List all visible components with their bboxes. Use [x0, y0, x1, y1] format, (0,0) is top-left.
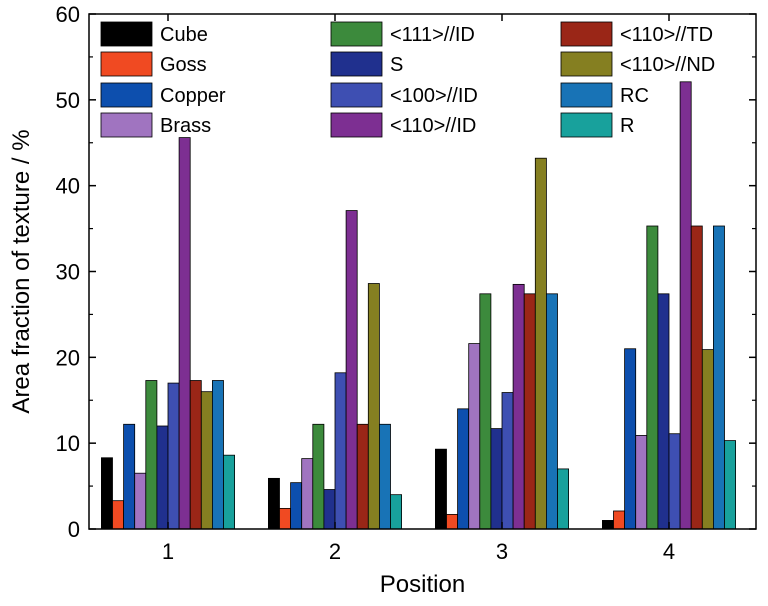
x-tick-label: 4	[663, 539, 675, 564]
y-tick-label: 0	[68, 517, 80, 542]
bar	[156, 425, 169, 530]
bar	[501, 392, 514, 530]
legend-swatch	[330, 82, 383, 108]
bar	[512, 283, 525, 530]
legend-label: Copper	[160, 85, 226, 107]
legend-label: <100>//ID	[390, 85, 478, 107]
bar	[690, 225, 703, 530]
bar	[446, 514, 459, 530]
legend-swatch	[330, 21, 383, 47]
legend-swatch	[560, 112, 613, 138]
legend-swatch	[100, 82, 153, 108]
x-tick-label: 2	[329, 539, 341, 564]
bar	[434, 448, 447, 530]
bar	[468, 343, 481, 530]
bar	[345, 210, 358, 530]
bar	[178, 137, 191, 530]
x-axis: 1 2 3 4	[162, 14, 675, 564]
legend-label: Brass	[160, 115, 211, 137]
legend-swatch	[560, 21, 613, 47]
bar	[334, 372, 347, 530]
legend-label: Goss	[160, 54, 207, 76]
y-tick-label: 40	[56, 174, 80, 199]
bar	[679, 81, 692, 530]
bar	[635, 435, 648, 530]
legend-swatch	[560, 82, 613, 108]
x-axis-title: Position	[380, 571, 465, 598]
bar	[668, 433, 681, 530]
x-tick-label: 3	[496, 539, 508, 564]
bar	[602, 520, 614, 530]
legend-swatch	[100, 112, 153, 138]
bar	[134, 472, 147, 530]
y-tick-label: 30	[56, 260, 80, 285]
x-tick-label: 1	[162, 539, 174, 564]
bar	[546, 293, 558, 530]
bar	[523, 293, 536, 530]
bar	[112, 500, 125, 530]
legend-label: <110>//ID	[390, 115, 476, 137]
bar	[145, 380, 158, 530]
bar	[323, 489, 336, 530]
legend-swatch	[100, 51, 153, 77]
bar	[534, 157, 547, 530]
bar	[189, 380, 202, 530]
bar	[312, 423, 325, 530]
bar	[223, 454, 236, 530]
y-axis-title: Area fraction of texture / %	[8, 129, 35, 413]
y-axis: 0 10 20 30 40 50 60	[56, 2, 756, 542]
bar	[390, 494, 403, 530]
legend-label: Cube	[160, 24, 208, 46]
bar	[123, 423, 136, 530]
bar	[646, 225, 659, 530]
bar	[657, 293, 670, 530]
legend-label: RC	[620, 85, 649, 107]
legend-swatch	[330, 51, 383, 77]
bar	[167, 382, 180, 530]
bar	[613, 510, 626, 530]
bar	[279, 507, 292, 530]
legend-label: R	[620, 115, 634, 137]
bar	[713, 225, 725, 530]
bars-layer	[101, 81, 737, 530]
y-tick-label: 10	[56, 431, 80, 456]
bar	[457, 408, 470, 530]
bar	[624, 348, 637, 530]
bar	[101, 457, 113, 530]
legend: Cube Goss Copper Brass <111>//ID S <100>//ID <1…	[100, 21, 715, 138]
bar	[200, 391, 213, 530]
y-tick-label: 20	[56, 345, 80, 370]
bar	[356, 423, 369, 530]
bar	[301, 458, 314, 530]
y-tick-label: 60	[56, 2, 80, 27]
bar	[367, 283, 380, 530]
bar	[479, 293, 492, 530]
bar	[211, 380, 224, 530]
bar	[724, 440, 737, 530]
legend-swatch	[100, 21, 153, 47]
legend-label: <110>//TD	[620, 24, 713, 46]
bar	[290, 482, 303, 530]
bar	[557, 468, 570, 530]
bar	[378, 423, 391, 530]
legend-swatch	[560, 51, 613, 77]
legend-label: <110>//ND	[620, 54, 715, 76]
legend-label: <111>//ID	[390, 24, 475, 46]
y-tick-label: 50	[56, 88, 80, 113]
bar	[490, 428, 503, 530]
legend-swatch	[330, 112, 383, 138]
bar	[267, 477, 280, 530]
legend-label: S	[390, 54, 403, 76]
bar	[701, 349, 714, 530]
